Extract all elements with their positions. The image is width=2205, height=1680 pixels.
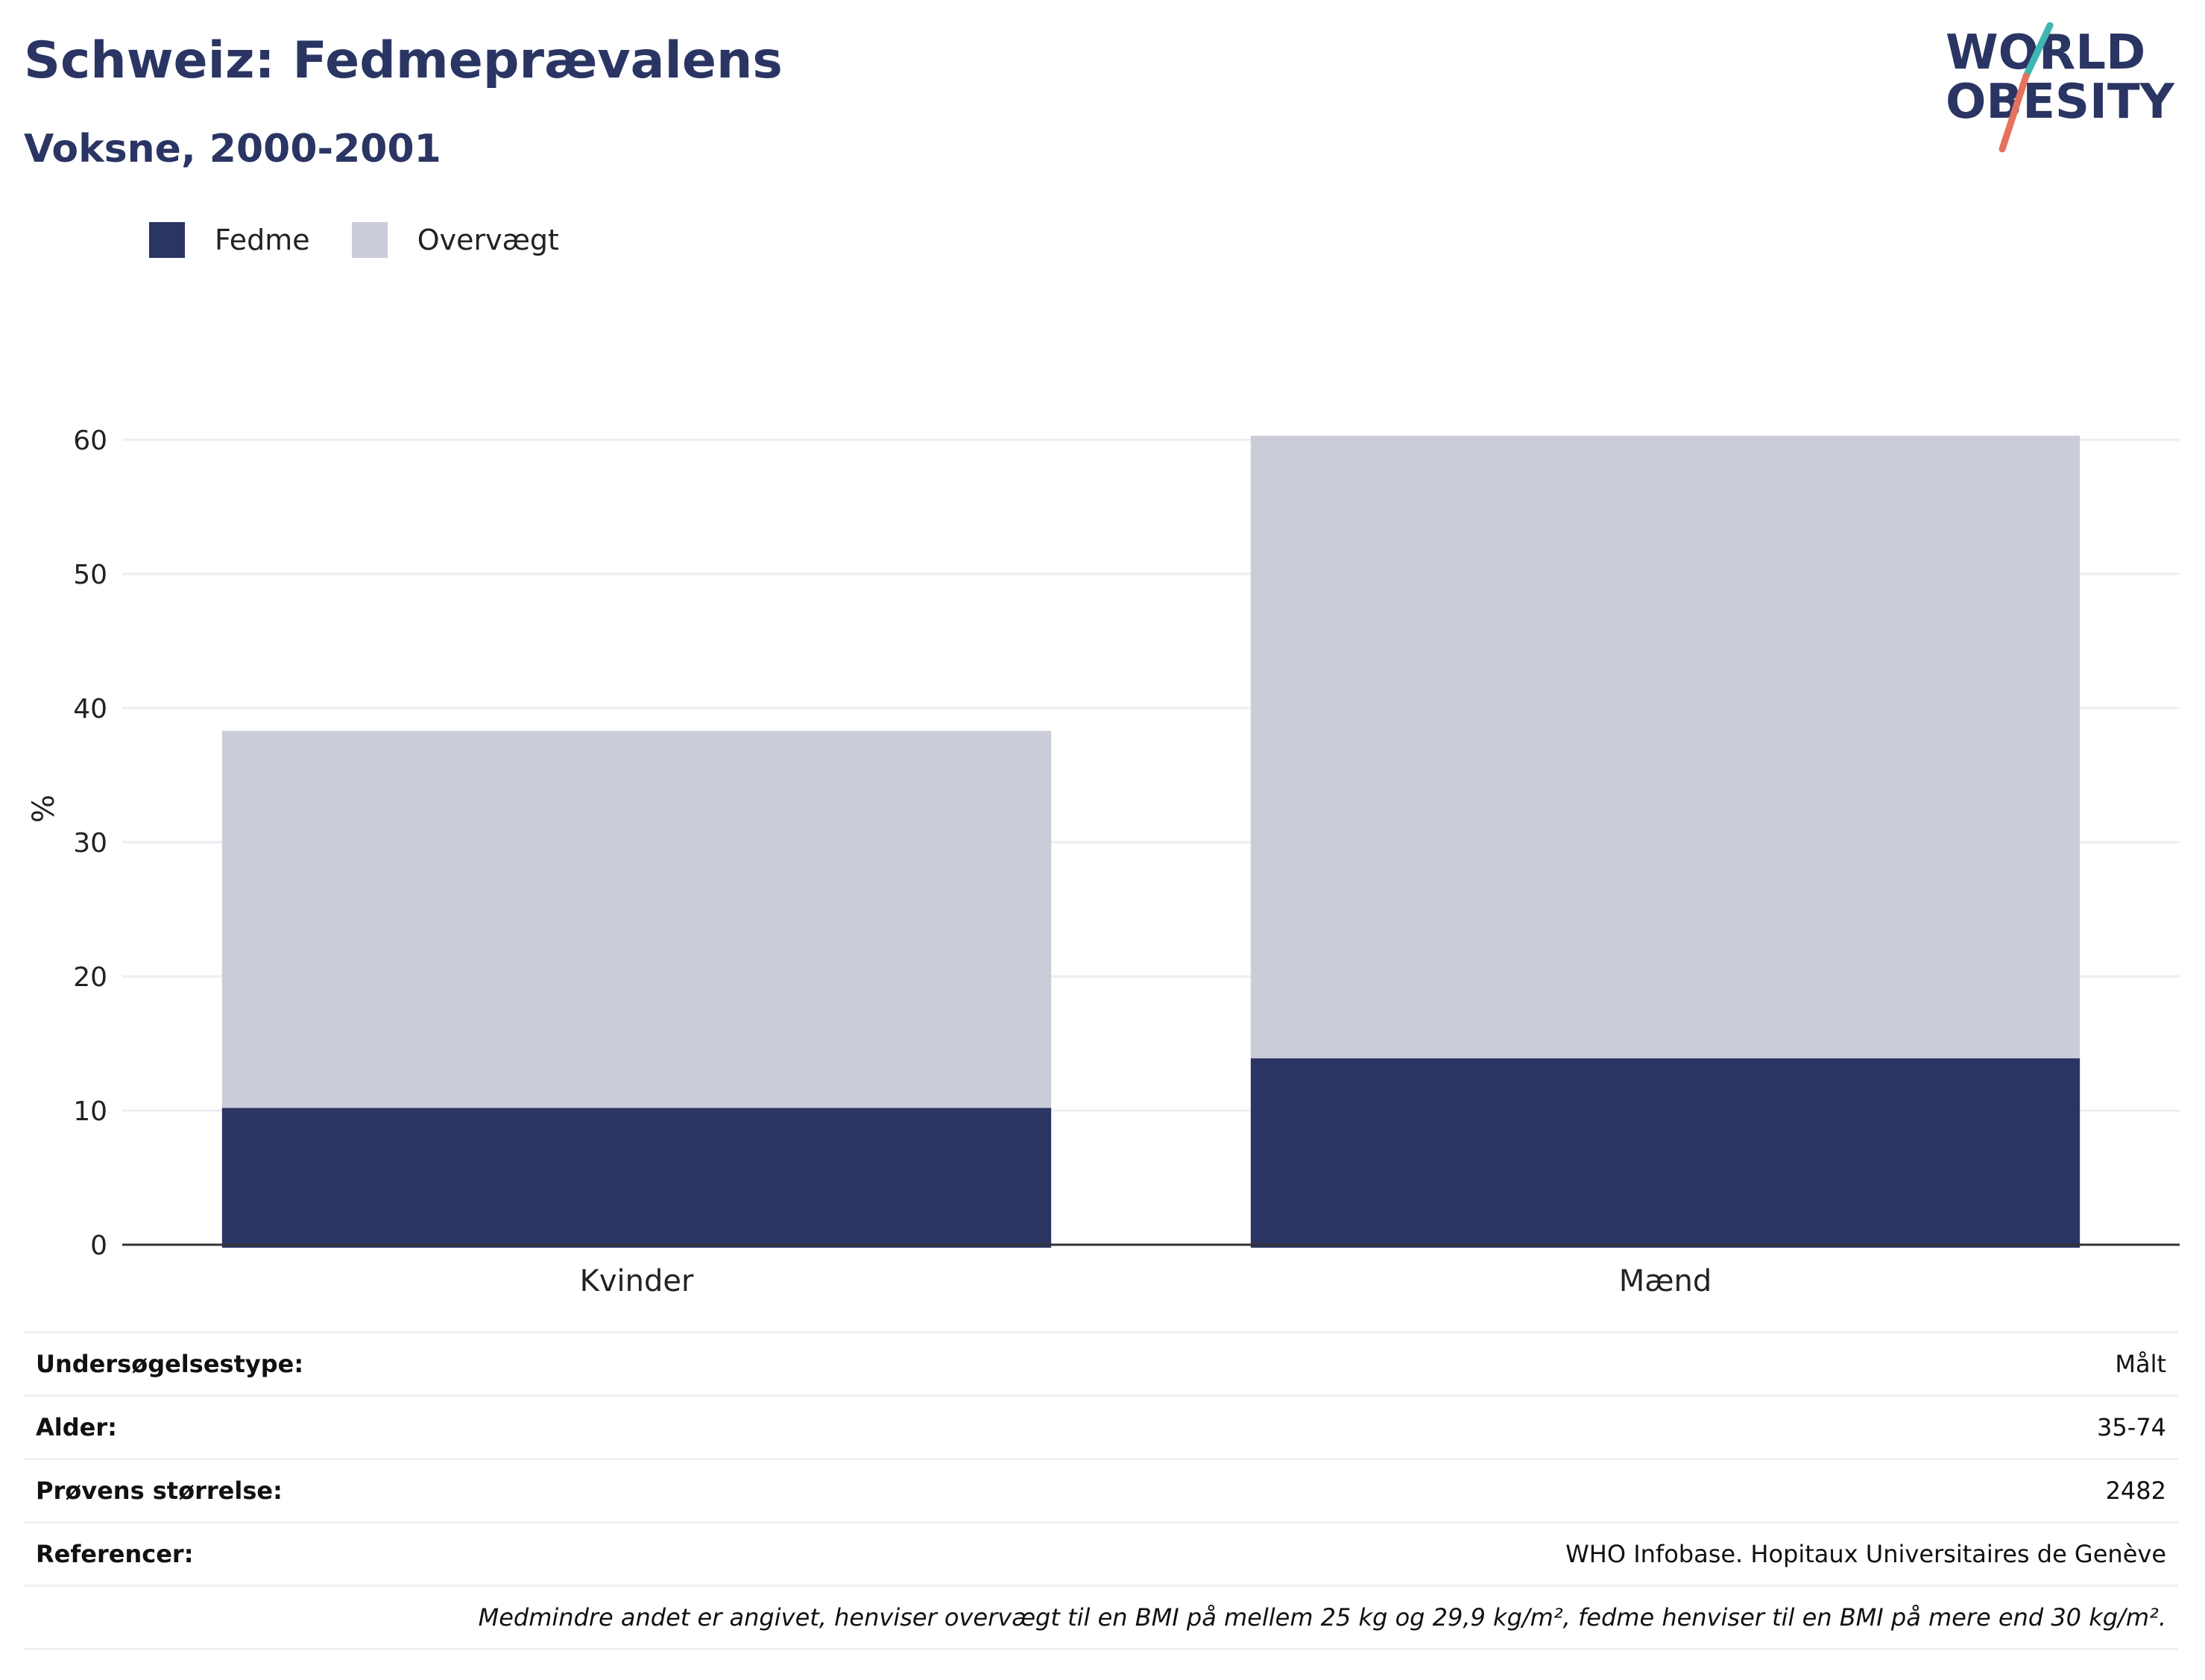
info-value: WHO Infobase. Hopitaux Universitaires de… — [1565, 1540, 2166, 1568]
y-axis-title: % — [27, 795, 61, 823]
bar-overvgt-mnd — [1250, 435, 2081, 1058]
y-tick-label: 10 — [73, 1096, 107, 1127]
legend-label-fedme: Fedme — [215, 224, 310, 256]
world-obesity-logo: WORLD OBESITY — [1946, 22, 2174, 153]
chart-legend: Fedme Overvægt — [149, 221, 601, 259]
y-tick-label: 30 — [73, 828, 107, 859]
bar-chart: 0 10 20 30 40 50 60% Kvinder Mænd — [27, 426, 2180, 1298]
legend-swatch-fedme — [149, 222, 185, 258]
x-category-label: Kvinder — [580, 1264, 694, 1298]
chart-subtitle: Voksne, 2000-2001 — [24, 127, 441, 171]
info-table: Undersøgelsestype: Målt Alder: 35-74 Prø… — [24, 1331, 2178, 1650]
logo-slash-bottom — [1999, 72, 2030, 153]
y-tick-label: 50 — [73, 560, 107, 590]
bar-fedme-kvinder — [221, 1108, 1052, 1248]
info-key: Referencer: — [36, 1540, 194, 1568]
info-value: Målt — [2115, 1350, 2166, 1378]
y-tick-label: 60 — [73, 426, 107, 456]
bar-overvgt-kvinder — [221, 730, 1052, 1108]
info-row-sample-size: Prøvens størrelse: 2482 — [24, 1458, 2178, 1521]
info-footnote: Medmindre andet er angivet, henviser ove… — [24, 1585, 2178, 1650]
y-tick-label: 20 — [73, 962, 107, 993]
chart-title: Schweiz: Fedmeprævalens — [24, 31, 783, 90]
info-value: 35-74 — [2097, 1413, 2166, 1441]
info-key: Undersøgelsestype: — [36, 1350, 304, 1378]
y-tick-label: 0 — [90, 1231, 107, 1261]
info-key: Prøvens størrelse: — [36, 1477, 283, 1505]
info-row-age: Alder: 35-74 — [24, 1395, 2178, 1458]
info-row-references: Referencer: WHO Infobase. Hopitaux Unive… — [24, 1521, 2178, 1585]
logo-line2: OBESITY — [1946, 75, 2174, 130]
logo-slash-top — [2022, 22, 2054, 80]
x-category-label: Mænd — [1619, 1264, 1712, 1298]
info-key: Alder: — [36, 1413, 117, 1441]
info-row-survey-type: Undersøgelsestype: Målt — [24, 1331, 2178, 1395]
legend-item-overvaegt[interactable]: Overvægt — [351, 222, 559, 258]
legend-swatch-overvaegt — [351, 222, 388, 258]
legend-item-fedme[interactable]: Fedme — [149, 222, 310, 258]
info-value: 2482 — [2105, 1477, 2166, 1505]
bar-fedme-mnd — [1250, 1058, 2081, 1248]
legend-label-overvaegt: Overvægt — [417, 224, 559, 256]
y-tick-label: 40 — [73, 694, 107, 724]
